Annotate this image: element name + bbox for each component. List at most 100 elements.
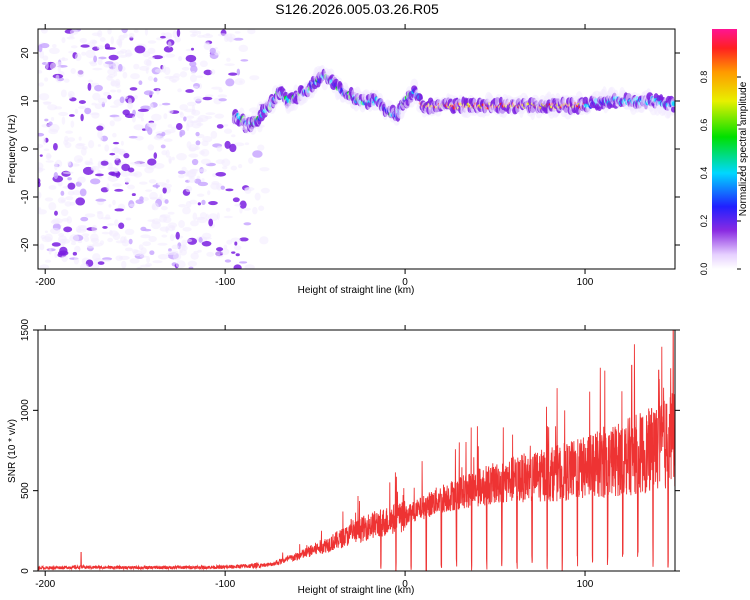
noise-cell	[202, 96, 213, 101]
noise-cell	[183, 116, 187, 122]
noise-cell	[147, 47, 156, 54]
noise-cell	[231, 251, 236, 254]
noise-cell	[58, 111, 69, 116]
noise-cell	[123, 153, 130, 159]
noise-cell	[110, 105, 119, 108]
noise-cell	[42, 136, 47, 146]
spectrogram-y-tick-label: 0	[20, 146, 31, 152]
noise-cell	[144, 29, 148, 36]
noise-cell	[78, 136, 82, 141]
noise-cell	[66, 216, 73, 224]
noise-cell	[133, 94, 138, 100]
noise-cell	[190, 252, 199, 260]
noise-cell	[67, 161, 72, 166]
noise-cell	[114, 219, 119, 227]
noise-cell	[216, 124, 224, 129]
noise-cell	[90, 178, 101, 185]
noise-cell	[97, 261, 105, 265]
noise-cell	[159, 226, 170, 232]
noise-cell	[50, 227, 61, 235]
noise-cell	[201, 199, 206, 206]
noise-cell	[185, 170, 196, 178]
noise-cell	[186, 119, 194, 128]
noise-cell	[244, 142, 250, 146]
noise-cell	[93, 55, 98, 63]
noise-cell	[74, 108, 79, 114]
noise-cell	[118, 54, 128, 58]
noise-cell	[146, 255, 151, 264]
noise-cell	[164, 199, 169, 204]
noise-cell	[74, 245, 81, 253]
noise-cell	[139, 255, 148, 258]
noise-cell	[106, 75, 113, 81]
noise-cell	[162, 187, 167, 194]
noise-cell	[127, 184, 135, 190]
noise-cell	[120, 140, 124, 146]
noise-cell	[129, 162, 141, 165]
noise-cell	[70, 163, 80, 167]
noise-cell	[214, 113, 225, 119]
noise-cell	[85, 49, 96, 59]
noise-cell	[77, 158, 83, 162]
noise-cell	[48, 185, 57, 190]
snr-x-label: Height of straight line (km)	[298, 585, 415, 596]
noise-cell	[59, 246, 68, 255]
noise-cell	[67, 182, 76, 190]
noise-cell	[107, 223, 115, 226]
noise-cell	[199, 60, 208, 68]
noise-cell	[225, 78, 235, 87]
noise-cell	[46, 154, 52, 159]
noise-cell	[144, 166, 154, 174]
noise-cell	[116, 89, 122, 93]
snr-y-tick-label: 1000	[20, 399, 31, 422]
noise-cell	[182, 206, 191, 215]
noise-cell	[138, 181, 148, 185]
noise-cell	[169, 234, 175, 242]
noise-cell	[259, 167, 270, 172]
noise-cell	[223, 124, 229, 127]
noise-cell	[188, 266, 194, 269]
noise-cell	[237, 163, 243, 169]
noise-cell	[165, 149, 170, 158]
noise-cell	[211, 181, 220, 186]
noise-cell	[224, 259, 232, 263]
noise-cell	[96, 45, 104, 50]
noise-cell	[216, 247, 224, 252]
noise-cell	[48, 47, 60, 55]
noise-cell	[164, 66, 171, 76]
noise-cell	[61, 238, 71, 244]
noise-cell	[207, 190, 211, 196]
noise-cell	[130, 73, 140, 80]
spectrogram-x-tick-label: 100	[577, 277, 594, 288]
noise-cell	[39, 264, 50, 269]
noise-cell	[233, 245, 242, 251]
noise-cell	[127, 101, 133, 110]
noise-cell	[209, 47, 216, 54]
noise-cell	[38, 44, 43, 53]
noise-cell	[252, 206, 258, 215]
noise-cell	[67, 137, 76, 142]
noise-cell	[171, 156, 175, 161]
noise-cell	[97, 97, 108, 104]
noise-cell	[164, 75, 175, 79]
noise-cell	[44, 118, 49, 122]
snr-x-tick-label: -100	[215, 579, 235, 590]
noise-cell	[101, 231, 110, 235]
noise-cell	[201, 140, 209, 147]
noise-cell	[188, 153, 199, 158]
noise-cell	[151, 202, 159, 211]
noise-cell	[230, 165, 238, 171]
noise-cell	[168, 155, 172, 163]
noise-cell	[153, 135, 165, 141]
noise-cell	[121, 29, 128, 34]
noise-cell	[54, 210, 58, 216]
noise-cell	[123, 236, 127, 244]
noise-cell	[139, 65, 150, 71]
noise-cell	[66, 36, 76, 40]
colorbar-gradient	[712, 29, 737, 269]
noise-cell	[84, 213, 96, 218]
noise-cell	[111, 147, 122, 153]
noise-cell	[138, 80, 143, 86]
noise-cell	[107, 166, 117, 171]
noise-cell	[186, 101, 197, 107]
